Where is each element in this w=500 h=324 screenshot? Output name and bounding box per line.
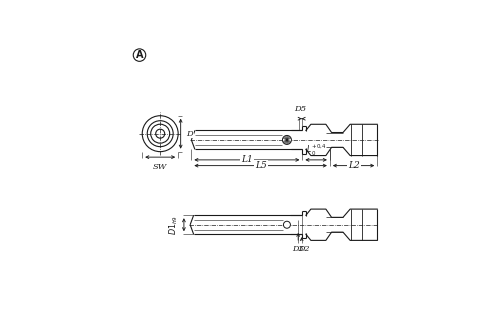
Text: D3: D3 <box>292 245 304 253</box>
Text: SW: SW <box>153 163 168 171</box>
Text: L1: L1 <box>241 156 253 164</box>
Text: $L\,^{+0{,}4}_{0}$: $L\,^{+0{,}4}_{0}$ <box>306 143 326 158</box>
Circle shape <box>282 135 292 145</box>
Text: D5: D5 <box>294 105 306 113</box>
Circle shape <box>284 221 290 228</box>
Text: L5: L5 <box>254 161 266 170</box>
Text: $D1_{h9}$: $D1_{h9}$ <box>168 215 180 235</box>
Text: L2: L2 <box>348 161 360 170</box>
Text: A: A <box>136 50 143 60</box>
Text: D2: D2 <box>298 245 310 253</box>
Text: D: D <box>186 130 193 138</box>
